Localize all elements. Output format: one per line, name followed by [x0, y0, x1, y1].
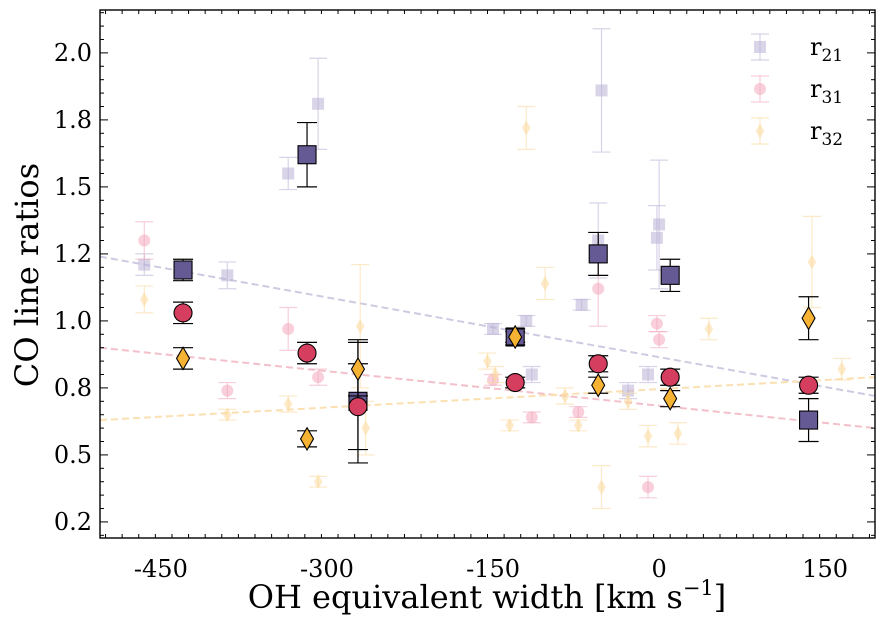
fit-lines [100, 255, 875, 430]
point-r32-7 [490, 367, 500, 382]
point-r32-median-0 [175, 346, 191, 371]
point-r31-10 [653, 333, 666, 346]
point-r31-2 [282, 322, 295, 335]
point-r21-5 [520, 314, 533, 327]
point-r32-17 [704, 321, 714, 337]
legend: r21 r31 r32 [751, 33, 843, 150]
point-r32-median-1 [299, 426, 315, 452]
x-tick-label: 150 [802, 555, 848, 583]
point-r31-median-4 [588, 354, 608, 374]
y-tick-labels: 0.2 0.5 0.8 1.0 1.2 1.5 1.8 2.0 [54, 39, 92, 536]
point-r31-9 [650, 317, 663, 330]
y-tick-label: 1.2 [54, 240, 92, 268]
point-r32-10 [540, 275, 550, 291]
point-r21-median-6 [799, 410, 819, 430]
point-r31-7 [592, 282, 605, 295]
point-r32-median-3 [508, 324, 523, 350]
point-r21-median-0 [173, 260, 193, 280]
y-tick-label: 0.8 [54, 374, 92, 402]
y-tick-label: 1.8 [54, 106, 92, 134]
point-r21-9 [595, 84, 608, 97]
point-r31-1 [221, 384, 234, 397]
point-r32-2 [283, 396, 293, 412]
point-r32-14 [623, 393, 633, 409]
point-r31-median-5 [660, 367, 680, 387]
x-tick-labels: -450 -300 -150 0 150 [134, 555, 848, 583]
point-r32-8 [505, 417, 514, 433]
x-axis-label-exponent: −1 [683, 576, 714, 600]
point-r21-median-5 [660, 265, 680, 285]
point-r32-12 [573, 417, 583, 433]
point-r32-16 [673, 426, 683, 441]
axis-ticks [100, 10, 875, 538]
point-r21-12 [650, 231, 663, 244]
y-axis-label: CO line ratios [8, 163, 46, 387]
x-tick-label: -150 [466, 555, 520, 583]
point-r32-4 [355, 318, 365, 334]
legend-marker-r32 [755, 123, 765, 139]
point-r21-6 [525, 368, 538, 381]
point-r31-median-0 [173, 303, 193, 323]
point-r21-11 [642, 368, 655, 381]
point-r32-median-4 [591, 372, 606, 398]
point-r21-3 [312, 97, 325, 110]
median-points [173, 121, 819, 464]
point-r31-median-3 [505, 372, 525, 393]
point-r32-19 [837, 361, 847, 377]
x-tick-label: 0 [651, 555, 666, 583]
legend-label-r32: r32 [810, 117, 843, 150]
point-r32-18 [807, 254, 817, 270]
point-r32-median-2 [350, 356, 366, 382]
point-r21-median-4 [588, 244, 608, 264]
fit-line-r31 [100, 346, 875, 430]
point-r31-8 [642, 481, 655, 494]
legend-item-r31: r31 [751, 75, 843, 108]
point-r32-15 [643, 428, 653, 444]
x-axis-label: OH equivalent width [km s−1] [248, 576, 727, 616]
point-r32-median-5 [663, 386, 678, 411]
y-tick-label: 1.5 [54, 173, 92, 201]
legend-marker-r21 [754, 41, 766, 53]
x-axis-label-main: OH equivalent width [km s [248, 578, 683, 616]
point-r31-median-1 [297, 343, 317, 363]
legend-label-r31: r31 [810, 75, 843, 108]
point-r31-6 [572, 406, 585, 419]
legend-item-r21: r21 [751, 33, 843, 66]
point-r32-11 [560, 388, 570, 404]
point-r21-0 [138, 258, 151, 271]
point-r31-median-2 [348, 397, 368, 417]
y-tick-label: 0.2 [54, 508, 92, 536]
point-r32-0 [139, 292, 149, 307]
point-r32-13 [597, 479, 606, 495]
point-r21-median-1 [297, 145, 317, 165]
point-r32-6 [483, 353, 492, 369]
point-r31-3 [312, 371, 325, 384]
legend-marker-r31 [754, 83, 766, 95]
point-r32-median-6 [801, 305, 816, 331]
x-axis-label-end: ] [714, 578, 726, 616]
point-r32-3 [313, 474, 323, 490]
fit-line-r32 [100, 376, 875, 422]
point-r21-4 [487, 322, 500, 335]
legend-label-r21: r21 [810, 33, 843, 66]
point-r21-13 [653, 218, 666, 231]
point-r21-2 [282, 167, 295, 180]
point-r32-9 [521, 120, 531, 136]
point-r21-1 [221, 269, 234, 282]
point-r32-5 [361, 420, 371, 436]
point-r32-1 [223, 407, 232, 423]
point-r31-median-6 [799, 375, 819, 395]
y-tick-label: 1.0 [54, 307, 92, 335]
legend-item-r32: r32 [751, 117, 843, 150]
x-tick-label: -300 [300, 555, 354, 583]
point-r31-0 [138, 234, 151, 247]
y-tick-label: 0.5 [54, 441, 92, 469]
point-r31-5 [525, 411, 538, 424]
individual-points [135, 28, 851, 510]
point-r21-7 [575, 298, 588, 311]
y-tick-label: 2.0 [54, 39, 92, 67]
x-tick-label: -450 [134, 555, 188, 583]
